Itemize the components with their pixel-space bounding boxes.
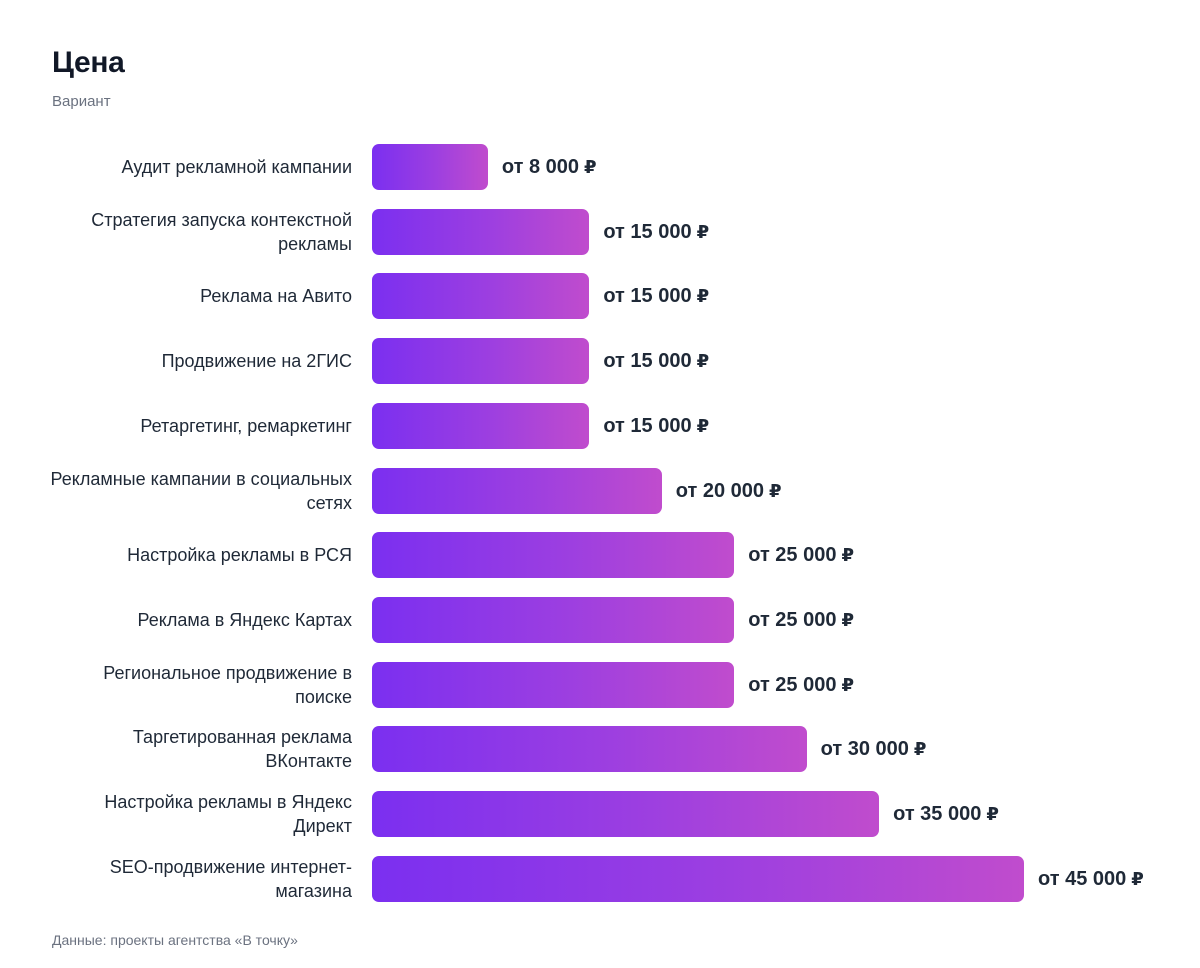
currency-symbol: ₽ [696, 221, 710, 242]
currency-symbol: ₽ [696, 286, 710, 307]
value-text: от 30 000 [820, 738, 909, 761]
value-text: от 25 000 [748, 544, 837, 567]
category-label: Продвижение на 2ГИС [161, 351, 352, 372]
currency-symbol: ₽ [1131, 868, 1144, 889]
value-label: от 15 000 ₽ [603, 273, 709, 319]
value-text: от 45 000 [1038, 867, 1127, 890]
bar [372, 208, 590, 255]
bar [372, 338, 590, 385]
category-label: Рекламные кампании в социальных сетях [50, 468, 352, 513]
currency-symbol: ₽ [841, 609, 854, 630]
value-label: от 15 000 ₽ [603, 403, 709, 449]
bar [372, 402, 590, 449]
value-text: от 8 000 [501, 156, 580, 178]
currency-symbol: ₽ [986, 804, 999, 824]
bar [372, 855, 1024, 902]
category-label: Стратегия запуска контекстной рекламы [91, 209, 352, 254]
category-label: Реклама в Яндекс Картах [137, 609, 352, 630]
value-text: от 25 000 [748, 673, 837, 696]
category-label: Аудит рекламной кампании [121, 157, 352, 177]
value-text: от 15 000 [603, 220, 692, 243]
category-label: Ретаргетинг, ремаркетинг [140, 415, 352, 436]
value-label: от 30 000 ₽ [821, 726, 927, 772]
currency-symbol: ₽ [841, 674, 854, 695]
bar [372, 726, 807, 773]
currency-symbol: ₽ [584, 157, 597, 177]
currency-symbol: ₽ [696, 415, 710, 436]
bar [372, 467, 662, 514]
bar [372, 596, 735, 643]
value-label: от 25 000 ₽ [748, 597, 854, 643]
value-text: от 25 000 [748, 608, 837, 631]
category-label: SEO-продвижение интернет-магазина [109, 856, 352, 901]
bar [372, 532, 735, 579]
value-text: от 15 000 [603, 285, 692, 308]
value-label: от 35 000 ₽ [893, 791, 999, 837]
value-text: от 20 000 [675, 479, 765, 502]
bar [372, 791, 880, 837]
value-label: от 25 000 ₽ [748, 662, 854, 708]
currency-symbol: ₽ [841, 545, 854, 566]
category-label: Реклама на Авито [200, 286, 352, 307]
value-label: от 45 000 ₽ [1038, 856, 1144, 902]
value-text: от 35 000 [893, 803, 982, 825]
chart-subtitle: Вариант [52, 93, 111, 110]
value-label: от 25 000 ₽ [748, 532, 854, 578]
bar [372, 144, 488, 190]
category-label: Таргетированная реклама ВКонтакте [132, 727, 352, 772]
bar [372, 273, 590, 320]
category-label: Региональное продвижение в поиске [103, 662, 352, 707]
chart-title: Цена [52, 46, 125, 79]
value-label: от 8 000 ₽ [502, 144, 597, 190]
currency-symbol: ₽ [769, 480, 782, 501]
value-text: от 15 000 [603, 414, 692, 437]
value-text: от 15 000 [603, 350, 692, 373]
chart-footer: Данные: проекты агентства «В точку» [52, 932, 298, 948]
category-label: Настройка рекламы в Яндекс Директ [104, 792, 352, 836]
category-label: Настройка рекламы в РСЯ [127, 545, 352, 566]
value-label: от 20 000 ₽ [676, 468, 782, 514]
bar [372, 661, 735, 708]
currency-symbol: ₽ [913, 739, 927, 760]
value-label: от 15 000 ₽ [603, 209, 709, 255]
value-label: от 15 000 ₽ [603, 338, 709, 384]
currency-symbol: ₽ [696, 351, 710, 372]
